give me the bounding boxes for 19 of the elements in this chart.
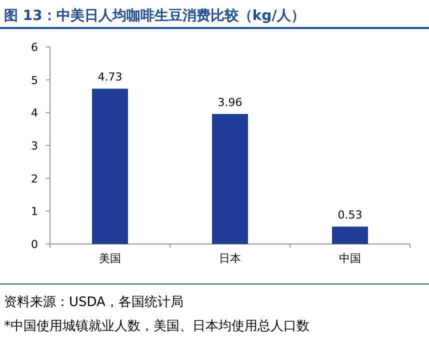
data-label: 3.96 — [218, 96, 242, 109]
y-tick-label: 6 — [31, 41, 38, 54]
x-tick-label: 中国 — [339, 252, 361, 265]
y-tick-label: 3 — [31, 140, 38, 152]
text: 资料来源：USDA，各国统计局 — [4, 295, 184, 310]
chart-title: 图 13：中美日人均咖啡生豆消费比较（kg/人） — [4, 7, 305, 24]
x-tick-label: 美国 — [99, 252, 121, 265]
data-label: 4.73 — [98, 70, 122, 84]
data-label: 0.53 — [338, 208, 362, 222]
y-tick-label: 1 — [31, 205, 38, 218]
y-tick-label: 0 — [31, 238, 38, 251]
y-tick-label: 5 — [31, 74, 38, 87]
x-tick-label: 日本 — [219, 252, 241, 265]
y-tick-label: 4 — [31, 106, 38, 120]
bar — [212, 114, 248, 244]
text: *中国使用城镇就业人数，美国、日本均使用总人口数 — [4, 318, 310, 334]
bar — [332, 226, 368, 244]
y-tick-label: 2 — [31, 172, 38, 186]
bar — [92, 88, 128, 244]
